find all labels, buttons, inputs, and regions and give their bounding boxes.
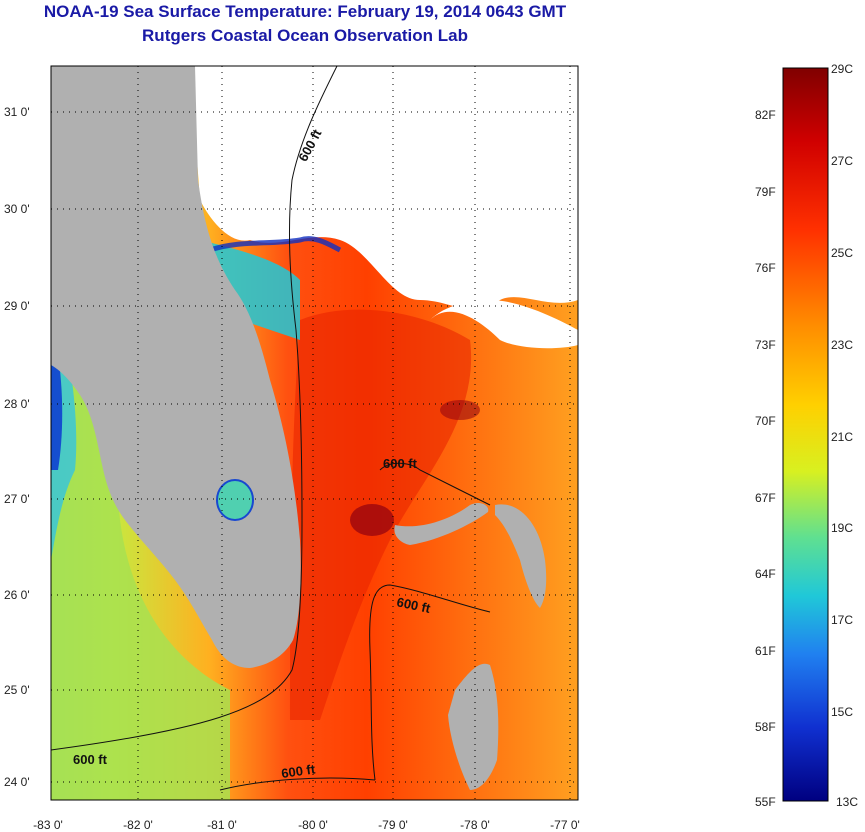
colorbar-f-label: 67F xyxy=(755,491,776,505)
lon-tick-label: -82 0' xyxy=(123,818,153,832)
colorbar-c-label: 17C xyxy=(831,613,853,627)
contour-label-bahama: 600 ft xyxy=(383,456,418,471)
map-title: NOAA-19 Sea Surface Temperature: Februar… xyxy=(43,2,567,21)
colorbar-c-label: 29C xyxy=(831,62,853,76)
contour-600ft-florida xyxy=(51,66,338,751)
colorbar-f-label: 73F xyxy=(755,338,776,352)
lake-okeechobee xyxy=(216,479,254,521)
abaco-land xyxy=(495,504,547,608)
cloud-edge xyxy=(209,236,342,253)
colorbar-c-label: 23C xyxy=(831,338,853,352)
colorbar-f-label: 70F xyxy=(755,414,776,428)
lat-tick-label: 28 0' xyxy=(4,397,30,411)
andros-land xyxy=(448,663,499,790)
colorbar-c-label: 19C xyxy=(831,521,853,535)
colorbar-c-label: 21C xyxy=(831,430,853,444)
colorbar xyxy=(782,67,829,802)
contour-label-west: 600 ft xyxy=(73,752,108,767)
colorbar-f-label: 76F xyxy=(755,261,776,275)
lat-tick-label: 30 0' xyxy=(4,202,30,216)
lon-tick-label: -79 0' xyxy=(378,818,408,832)
cloud-cover xyxy=(190,66,578,309)
contour-label-tongue: 600 ft xyxy=(395,594,432,616)
lat-tick-label: 25 0' xyxy=(4,683,30,697)
cloud-patch xyxy=(430,300,578,349)
lat-tick-label: 27 0' xyxy=(4,492,30,506)
map-frame-content xyxy=(51,66,578,800)
lat-tick-label: 24 0' xyxy=(4,775,30,789)
lon-tick-label: -83 0' xyxy=(33,818,63,832)
map-subtitle: Rutgers Coastal Ocean Observation Lab xyxy=(142,26,468,45)
lon-tick-label: -77 0' xyxy=(550,818,580,832)
lat-tick-label: 31 0' xyxy=(4,105,30,119)
warm-eddy xyxy=(350,504,394,536)
contour-600ft-grand-bahama xyxy=(379,462,491,506)
colorbar-c-label: 15C xyxy=(831,705,853,719)
colorbar-f-label: 58F xyxy=(755,720,776,734)
lat-tick-label: 26 0' xyxy=(4,588,30,602)
colorbar-f-label: 82F xyxy=(755,108,776,122)
contour-600ft-tongue xyxy=(369,584,491,781)
longitude-gridlines xyxy=(50,66,571,800)
colorbar-c-label: 25C xyxy=(831,246,853,260)
colorbar-f-label: 55F xyxy=(755,795,776,809)
colorbar-c-label: 13C xyxy=(836,795,858,809)
warm-eddy-north xyxy=(440,400,480,420)
colorbar-f-label: 64F xyxy=(755,567,776,581)
contour-label-south: 600 ft xyxy=(280,761,316,781)
contour-600ft-south xyxy=(219,777,376,791)
colorbar-c-label: 27C xyxy=(831,154,853,168)
lon-tick-label: -80 0' xyxy=(298,818,328,832)
lat-tick-label: 29 0' xyxy=(4,299,30,313)
grand-bahama-land xyxy=(394,502,489,545)
lon-tick-label: -81 0' xyxy=(207,818,237,832)
lon-tick-label: -78 0' xyxy=(460,818,490,832)
colorbar-f-label: 61F xyxy=(755,644,776,658)
shelf-cold-water xyxy=(200,240,300,340)
colorbar-f-label: 79F xyxy=(755,185,776,199)
